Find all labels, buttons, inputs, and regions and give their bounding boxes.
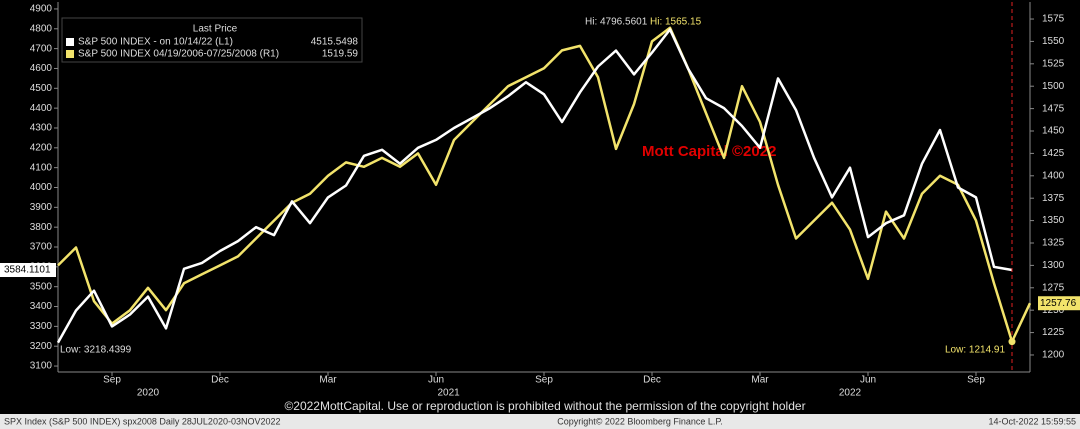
y-tick-label: 3300: [30, 321, 53, 332]
y-tick-label: 4300: [30, 123, 53, 134]
x-group-label: 2020: [137, 388, 160, 399]
y-tick-label: 4600: [30, 63, 53, 74]
footer: ©2022MottCapital. Use or reproduction is…: [284, 399, 805, 413]
status-left: SPX Index (S&P 500 INDEX) spx2008 Daily …: [4, 416, 281, 426]
y2-tick-label: 1550: [1042, 36, 1065, 47]
y-tick-label: 3400: [30, 301, 53, 312]
series-line: [57, 26, 1032, 343]
y2-tick-label: 1425: [1042, 148, 1065, 159]
status-center: Copyright© 2022 Bloomberg Finance L.P.: [557, 416, 723, 426]
x-group-label: 2021: [437, 388, 460, 399]
low-label: Low: 3218.4399: [60, 345, 132, 356]
legend-label: S&P 500 INDEX 04/19/2006-07/25/2008 (R1): [78, 49, 279, 60]
x-tick-label: Dec: [211, 375, 229, 386]
y-tick-label: 3900: [30, 202, 53, 213]
last-badge-right: [1038, 296, 1080, 311]
y2-tick-label: 1475: [1042, 103, 1065, 114]
y-tick-label: 4400: [30, 103, 53, 114]
y-tick-label: 4500: [30, 83, 53, 94]
y-tick-label: 3100: [30, 361, 53, 372]
y-tick-label: 4700: [30, 43, 53, 54]
y2-tick-label: 1375: [1042, 193, 1065, 204]
y2-tick-label: 1350: [1042, 215, 1065, 226]
y-tick-label: 3500: [30, 281, 53, 292]
x-tick-label: Jun: [428, 375, 444, 386]
status-right: 14-Oct-2022 15:59:55: [988, 416, 1076, 426]
legend-value: 1519.59: [322, 49, 359, 60]
y-tick-label: 4000: [30, 182, 53, 193]
y-tick-label: 4200: [30, 142, 53, 153]
legend-swatch: [66, 38, 74, 46]
y2-tick-label: 1400: [1042, 170, 1065, 181]
y-tick-label: 4100: [30, 162, 53, 173]
y2-tick-label: 1200: [1042, 350, 1065, 361]
legend-value: 4515.5498: [311, 37, 359, 48]
y2-tick-label: 1500: [1042, 81, 1065, 92]
y-tick-label: 3800: [30, 222, 53, 233]
x-tick-label: Sep: [967, 375, 985, 386]
hi-label: Hi: 4796.5601: [585, 17, 648, 28]
y2-tick-label: 1450: [1042, 126, 1065, 137]
watermark: Mott Capital ©2022: [642, 143, 776, 160]
last-badge-left: [0, 263, 56, 278]
y2-tick-label: 1325: [1042, 238, 1065, 249]
low-label: Low: 1214.91: [945, 345, 1005, 356]
legend-swatch: [66, 50, 74, 58]
y2-tick-label: 1575: [1042, 14, 1065, 25]
y-tick-label: 4800: [30, 23, 53, 34]
last-label-left: 3584.1101: [4, 265, 51, 276]
hi-label: Hi: 1565.15: [650, 17, 702, 28]
status-bar: [0, 414, 1080, 429]
y2-tick-label: 1225: [1042, 327, 1065, 338]
y-tick-label: 4900: [30, 4, 53, 15]
y2-tick-label: 1300: [1042, 260, 1065, 271]
legend-box: [61, 17, 363, 63]
y-tick-label: 3200: [30, 341, 53, 352]
x-tick-label: Sep: [103, 375, 121, 386]
y2-tick-label: 1525: [1042, 58, 1065, 69]
legend-title: Last Price: [193, 24, 238, 35]
series-line: [56, 28, 1013, 344]
x-tick-label: Mar: [751, 375, 769, 386]
low-dot: [1008, 338, 1016, 346]
x-tick-label: Dec: [643, 375, 661, 386]
x-tick-label: Jun: [860, 375, 876, 386]
y-tick-label: 3700: [30, 242, 53, 253]
y2-tick-label: 1250: [1042, 305, 1065, 316]
x-group-label: 2022: [839, 388, 862, 399]
x-tick-label: Mar: [319, 375, 337, 386]
last-label-right: 1257.76: [1040, 298, 1077, 309]
x-tick-label: Sep: [535, 375, 553, 386]
y2-tick-label: 1275: [1042, 282, 1065, 293]
legend-label: S&P 500 INDEX - on 10/14/22 (L1): [78, 37, 233, 48]
